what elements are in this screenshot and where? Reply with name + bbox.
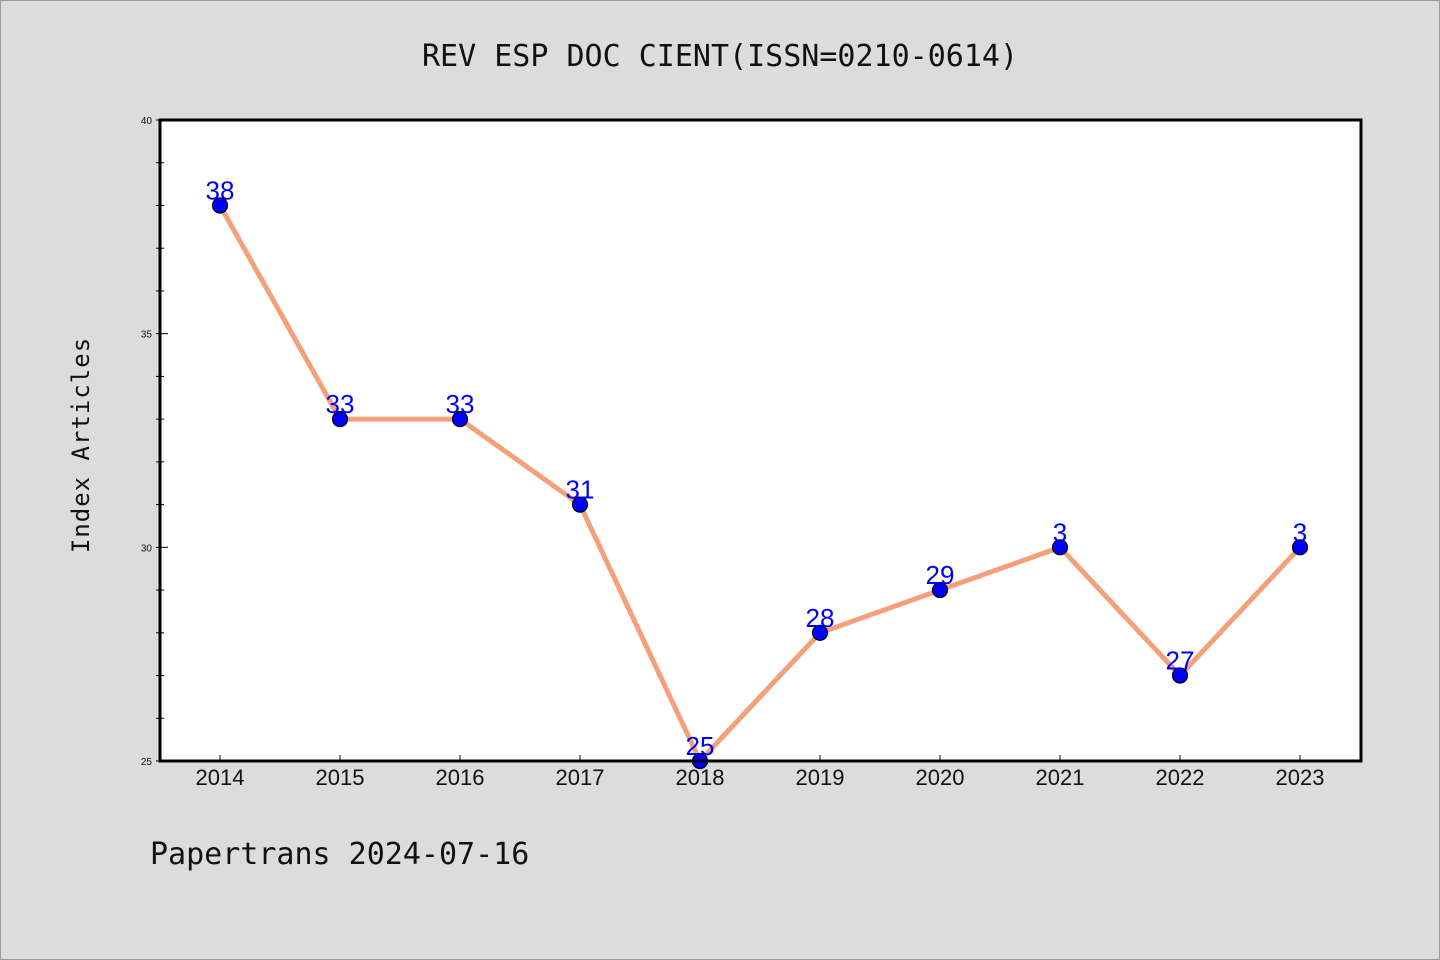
x-tick-label: 2015	[316, 765, 365, 790]
chart-title: REV ESP DOC CIENT(ISSN=0210-0614)	[422, 39, 1018, 74]
y-tick-label: 30	[141, 543, 153, 554]
x-axis: 2014 2015 2016 2017 2018 2019 2020 2021 2022 2023	[196, 755, 1325, 790]
data-label-2023: 3	[1293, 517, 1307, 547]
data-label-2021: 3	[1053, 517, 1067, 547]
data-label-2022: 27	[1166, 646, 1195, 676]
data-point-2022	[1171, 667, 1189, 684]
y-axis-label: Index Articles	[67, 337, 95, 553]
x-tick-label: 2018	[676, 765, 725, 790]
x-tick-label: 2023	[1276, 765, 1325, 790]
footer-watermark: Papertrans 2024-07-16	[150, 837, 529, 872]
x-tick-label: 2021	[1036, 765, 1085, 790]
x-tick-label: 2016	[436, 765, 485, 790]
y-tick-label: 40	[141, 116, 153, 127]
y-tick-label: 25	[141, 757, 153, 768]
data-point-2023	[1291, 539, 1309, 556]
x-tick-label: 2017	[556, 765, 605, 790]
series-line	[217, 204, 1302, 764]
data-label-2019: 28	[806, 603, 835, 633]
x-tick-label: 2022	[1156, 765, 1205, 790]
data-point-2021	[1051, 539, 1069, 556]
data-label-2014: 38	[206, 175, 235, 205]
plot-frame	[158, 118, 1363, 763]
data-point-2019	[811, 624, 829, 641]
data-point-2015	[331, 411, 349, 428]
series-polyline	[217, 204, 1302, 764]
data-labels: 38 33 33 31 25 28 29 3 27 3	[206, 175, 1308, 761]
y-tick-label: 35	[141, 330, 153, 341]
x-tick-label: 2014	[196, 765, 245, 790]
data-point-2017	[571, 496, 589, 513]
data-label-2015: 33	[326, 389, 355, 419]
x-tick-label: 2020	[916, 765, 965, 790]
data-point-2020	[931, 581, 949, 599]
data-point-2014	[211, 197, 229, 214]
data-label-2017: 31	[566, 475, 595, 505]
data-label-2020: 29	[926, 560, 955, 590]
series-markers	[211, 197, 1309, 770]
x-tick-label: 2019	[796, 765, 845, 790]
data-label-2016: 33	[446, 389, 475, 419]
data-label-2018: 25	[686, 731, 715, 761]
data-point-2016	[451, 411, 469, 428]
